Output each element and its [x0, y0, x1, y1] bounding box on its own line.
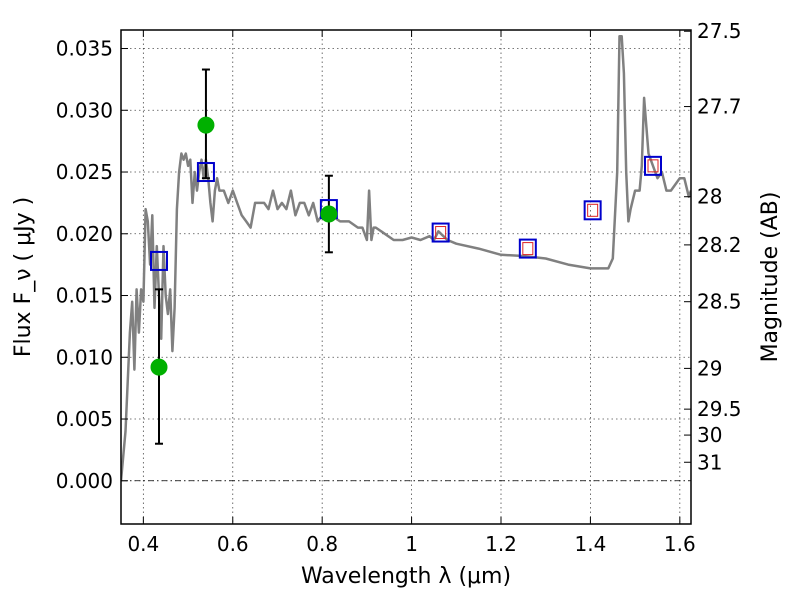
model-photometry-box — [150, 250, 168, 271]
model-photometry-inner-box — [647, 159, 659, 173]
magnitude-tick-labels: 27.5 27.7 28 28.2 28.5 29 29.530 31 — [697, 19, 742, 474]
model-photometry-inner-box — [435, 226, 447, 240]
y2-axis-label: Magnitude (AB) — [758, 192, 783, 363]
magnitude-tick-label: 29 — [697, 356, 722, 380]
y-tick-label: 0.020 — [56, 222, 113, 246]
model-photometry-inner-box — [587, 203, 599, 217]
magnitude-tick-label: 28.2 — [697, 233, 742, 257]
model-photometry-box — [644, 155, 662, 176]
model-spectrum-line — [121, 34, 691, 481]
photometry-layer — [150, 68, 662, 445]
magnitude-tick-label: 30 — [697, 423, 722, 447]
observed-flux-point — [150, 358, 168, 376]
magnitude-tick-label: 27.5 — [697, 19, 742, 43]
x-tick-label: 0.6 — [217, 532, 249, 556]
x-tick-label: 0.4 — [127, 532, 159, 556]
model-photometry-inner-box — [522, 242, 534, 256]
plot-frame — [120, 29, 692, 525]
y-tick-label: 0.035 — [56, 37, 113, 61]
x-axis-label: Wavelength λ (μm) — [301, 564, 511, 589]
magnitude-tick-label: 27.7 — [697, 95, 742, 119]
y-tick-label: 0.000 — [56, 469, 113, 493]
magnitude-tick-label: 31 — [697, 450, 722, 474]
model-photometry-box — [196, 162, 215, 183]
model-photometry-box — [583, 200, 602, 221]
y-axis-label: Flux F_ν ( μJy ) — [11, 197, 36, 357]
magnitude-tick-label: 28.5 — [697, 290, 742, 314]
x-tick-label: 1 — [405, 532, 418, 556]
y-tick-label: 0.025 — [56, 160, 113, 184]
x-tick-labels: 0.4 0.6 0.8 1 1.2 1.4 1.6 — [127, 532, 695, 556]
model-photometry-box — [431, 222, 450, 243]
y-tick-label: 0.005 — [56, 407, 113, 431]
observed-flux-point — [320, 205, 338, 223]
magnitude-tick-label: 28 — [697, 185, 722, 209]
y-tick-label: 0.030 — [56, 98, 113, 122]
x-tick-label: 1.4 — [575, 532, 607, 556]
y-tick-labels: 0.000 0.005 0.010 0.015 0.020 0.025 0.030 0.035 — [56, 37, 113, 493]
observed-flux-point — [197, 116, 215, 134]
axis-ticks — [121, 30, 691, 524]
magnitude-tick-label: 29.5 — [697, 397, 742, 421]
x-tick-label: 1.2 — [485, 532, 517, 556]
y-tick-label: 0.015 — [56, 284, 113, 308]
x-tick-label: 1.6 — [664, 532, 696, 556]
model-spectrum-layer — [121, 34, 691, 481]
model-photometry-box — [518, 238, 537, 259]
x-tick-label: 0.8 — [306, 532, 338, 556]
y-tick-label: 0.010 — [56, 345, 113, 369]
